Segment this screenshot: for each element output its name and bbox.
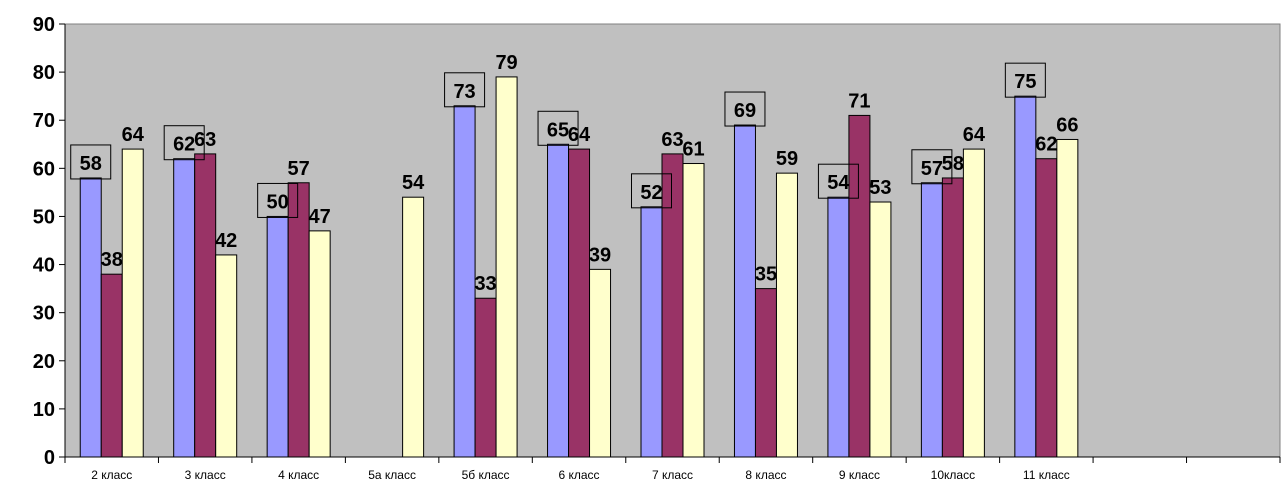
data-label: 54: [402, 172, 425, 194]
data-label: 64: [568, 124, 591, 146]
bar: [682, 163, 705, 458]
data-label: 39: [589, 244, 611, 266]
bar: [308, 230, 331, 458]
y-tick-label: 30: [33, 303, 55, 325]
data-label-box: [163, 125, 205, 161]
data-label-box: [444, 72, 486, 108]
bar: [266, 215, 289, 458]
x-axis: 2 класс 3 класс 4 класс 5а класс 5б класс 6 к…: [64, 456, 1281, 482]
x-tick-label: 9 класс: [839, 468, 880, 482]
data-label-box: [537, 110, 579, 146]
bars: [79, 76, 1079, 458]
bar: [100, 273, 123, 458]
data-label: 79: [495, 52, 517, 74]
data-label-box: [1004, 62, 1046, 98]
data-label: 62: [173, 134, 195, 156]
bar: [402, 196, 425, 458]
data-label: 63: [661, 129, 683, 151]
bar: [733, 124, 756, 458]
data-label: 38: [101, 249, 123, 271]
bar: [474, 297, 497, 458]
data-label: 58: [942, 153, 964, 175]
data-label: 47: [309, 206, 331, 228]
x-tick-label: 3 класс: [185, 468, 226, 482]
data-label-box: [911, 149, 953, 185]
y-tick-label: 60: [33, 158, 55, 180]
bar: [568, 148, 591, 458]
x-tick-label: 11 класс: [1023, 468, 1070, 482]
data-label: 61: [682, 139, 704, 161]
x-tick-label: 6 класс: [558, 468, 599, 482]
data-label: 73: [453, 81, 475, 103]
data-label-box: [631, 173, 672, 209]
data-label: 71: [848, 90, 870, 112]
data-label: 63: [194, 129, 216, 151]
bar: [1035, 158, 1058, 458]
y-tick-label: 70: [33, 110, 55, 132]
data-label: 69: [734, 100, 756, 122]
bar: [661, 153, 684, 458]
y-tick-label: 0: [44, 447, 55, 469]
y-tick-label: 20: [33, 351, 55, 373]
bar: [1056, 138, 1079, 458]
bar: [79, 177, 102, 458]
data-label: 64: [122, 124, 145, 146]
data-label: 42: [215, 230, 237, 252]
bar: [547, 143, 570, 458]
data-label: 50: [267, 191, 289, 213]
x-tick-label: 8 класс: [745, 468, 786, 482]
data-label: 53: [869, 177, 891, 199]
bar: [941, 177, 964, 458]
data-label: 57: [921, 158, 943, 180]
data-label: 33: [474, 273, 496, 295]
bar: [869, 201, 892, 458]
data-label: 54: [827, 172, 850, 194]
bar: [920, 182, 943, 458]
y-tick-label: 80: [33, 62, 55, 84]
data-label-box: [70, 144, 112, 180]
bar: [287, 182, 310, 458]
x-tick-label: 10класс: [931, 468, 975, 482]
x-tick-label: 5б класс: [462, 468, 510, 482]
bar: [215, 254, 238, 458]
bar: [640, 206, 663, 458]
bar: [495, 76, 518, 458]
y-tick-label: 40: [33, 255, 55, 277]
data-label: 75: [1014, 71, 1036, 93]
bar: [754, 288, 777, 458]
data-label: 57: [288, 158, 310, 180]
x-tick-label: 7 класс: [652, 468, 693, 482]
bar: [1014, 95, 1037, 458]
x-tick-label: 5а класс: [368, 468, 416, 482]
x-tick-label: 4 класс: [278, 468, 319, 482]
bar: [775, 172, 798, 458]
bar: [194, 153, 217, 458]
data-label: 66: [1056, 114, 1078, 136]
bar: [827, 196, 850, 458]
x-tick-label: 2 класс: [91, 468, 132, 482]
data-label-box: [724, 91, 766, 127]
data-label: 52: [640, 182, 662, 204]
bar: [453, 105, 476, 458]
data-label: 58: [80, 153, 102, 175]
data-label: 64: [963, 124, 986, 146]
bar: [962, 148, 985, 458]
data-label: 35: [755, 264, 777, 286]
data-label-box: [257, 182, 299, 218]
data-label: 59: [776, 148, 798, 170]
y-tick-label: 50: [33, 206, 55, 228]
data-label: 62: [1035, 134, 1057, 156]
y-tick-label: 10: [33, 399, 55, 421]
data-label-box: [817, 163, 859, 199]
bar: [589, 268, 612, 458]
y-tick-label: 90: [33, 14, 55, 36]
bar: [848, 114, 871, 458]
y-axis: 0 10 20 30 40 50 60 70 80 90: [33, 14, 66, 469]
bar: [173, 158, 196, 458]
data-label: 65: [547, 119, 569, 141]
bar: [121, 148, 144, 458]
